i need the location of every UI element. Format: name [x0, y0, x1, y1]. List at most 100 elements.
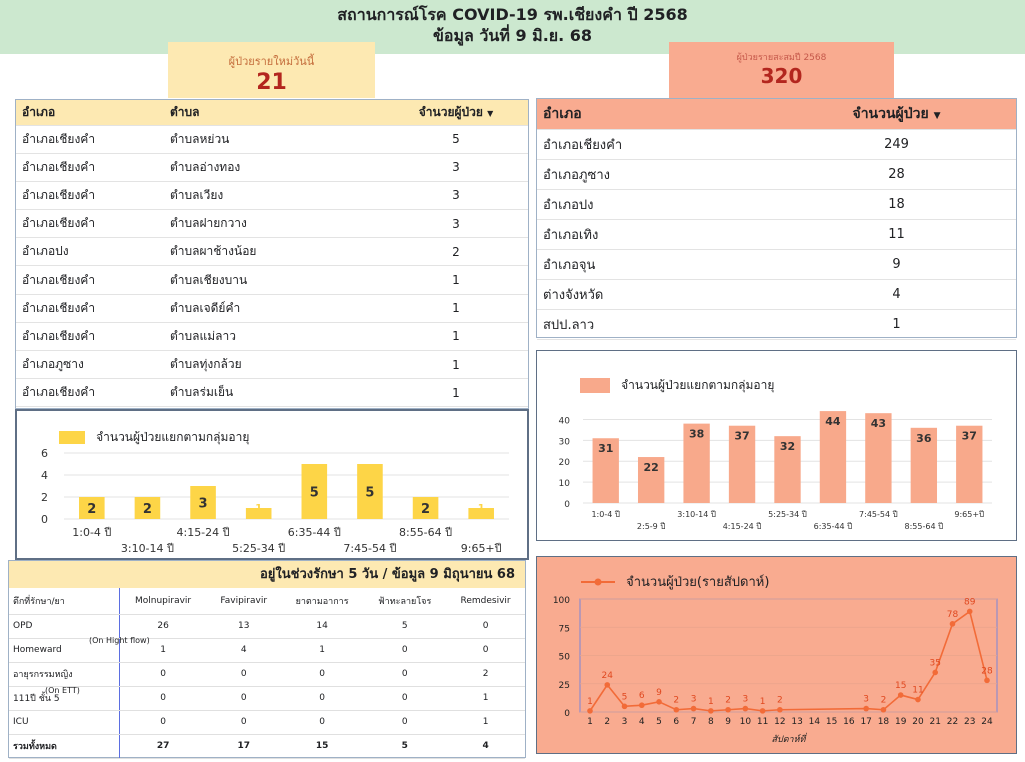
drug-col-header[interactable]: Remdesivir	[446, 588, 525, 615]
cell-ward: 111ปี ชั้น 5	[9, 686, 120, 711]
point-data-label: 24	[602, 671, 614, 681]
sort-desc-icon[interactable]: ▼	[933, 110, 941, 121]
col-subdistrict[interactable]: ตำบล	[164, 100, 384, 126]
data-point	[742, 705, 749, 712]
cell-count: 28	[777, 159, 1016, 190]
col-district-name[interactable]: อำเภอ	[537, 99, 777, 130]
cell-total-count: 27	[119, 734, 207, 759]
drug-table-title: อยู่ในช่วงรักษา 5 วัน / ข้อมูล 9 มิถุนาย…	[9, 561, 525, 588]
cell-count: 0	[280, 662, 364, 687]
drug-col-header[interactable]: ตึกที่รักษา/ยา	[9, 588, 120, 615]
cell-count: 1	[384, 350, 528, 380]
cell-count: 1	[119, 638, 207, 663]
point-data-label: 78	[947, 610, 959, 620]
table-row: อายุรกรรมหญิง 0 0 0 0 2	[9, 662, 525, 687]
bar	[774, 436, 801, 503]
x-tick-label: 5:25-34 ปี	[768, 510, 807, 519]
data-point	[638, 702, 645, 709]
y-tick-label: 75	[559, 624, 570, 634]
weekly-line-legend: จำนวนผู้ป่วย(รายสัปดาห์)	[581, 571, 769, 592]
subdistrict-table: อำเภอ ตำบล จำนวยผู้ป่วย ▼ อำเภอเชียงคำ ตำ…	[16, 100, 528, 408]
y-tick-label: 4	[41, 469, 48, 482]
cell-count: 3	[384, 181, 528, 211]
bar-data-label: 5	[310, 486, 319, 501]
x-tick-label: 23	[964, 717, 975, 727]
weekly-line-chart-panel: จำนวนผู้ป่วย(รายสัปดาห์) 0 25 50 75 100 1 2 3 4 5…	[536, 556, 1017, 754]
cell-count: 1	[280, 638, 364, 663]
drug-col-header[interactable]: ยาตามอาการ	[280, 588, 364, 615]
drug-col-header[interactable]: ฟ้าทะลายโจร	[363, 588, 447, 615]
bar	[190, 486, 216, 519]
x-tick-label: 1:0-4 ปี	[72, 526, 111, 539]
x-tick-label: 22	[947, 717, 958, 727]
sort-desc-icon[interactable]: ▼	[487, 108, 494, 118]
bar	[412, 497, 439, 519]
table-row: อำเภอปง ตำบลผาช้างน้อย 2	[16, 237, 528, 267]
table-row: อำเภอเชียงคำ 249	[537, 129, 1016, 160]
legend-swatch	[59, 431, 85, 444]
cell-count: 5	[384, 125, 528, 154]
x-tick-label: 24	[981, 717, 993, 727]
subdistrict-table-panel: อำเภอ ตำบล จำนวยผู้ป่วย ▼ อำเภอเชียงคำ ตำ…	[15, 99, 529, 409]
x-tick-label: 3:10-14 ปี	[121, 542, 174, 555]
bar	[357, 464, 383, 519]
bar	[728, 425, 756, 503]
x-tick-label: 7:45-54 ปี	[343, 542, 396, 555]
cell-district: อำเภอเชียงคำ	[16, 378, 164, 408]
y-tick-label: 100	[553, 596, 570, 606]
cell-count: 3	[384, 209, 528, 239]
cell-count: 11	[777, 219, 1016, 250]
x-tick-label: 13	[791, 717, 802, 727]
y-tick-label: 0	[564, 709, 570, 719]
table-row: อำเภอเชียงคำ ตำบลเชียงบาน 1	[16, 265, 528, 295]
x-tick-label: 6	[673, 717, 679, 727]
table-row: อำเภอเทิง 11	[537, 219, 1016, 250]
cell-count: 0	[119, 662, 207, 687]
y-tick-label: 20	[559, 458, 571, 468]
bar	[865, 413, 892, 503]
data-point	[656, 699, 662, 705]
cell-count: 0	[363, 686, 447, 711]
bar-data-label: 2	[143, 502, 152, 517]
x-tick-label: 9	[725, 717, 731, 727]
table-row: อำเภอเชียงคำ ตำบลฝายกวาง 3	[16, 209, 528, 239]
bar	[592, 438, 619, 503]
cell-district: อำเภอปง	[537, 189, 777, 220]
cell-count: 0	[446, 614, 525, 639]
cell-count: 5	[363, 614, 447, 639]
drug-col-header[interactable]: Favipiravir	[206, 588, 281, 615]
cell-count: 249	[777, 129, 1016, 160]
point-data-label: 2	[725, 696, 731, 706]
point-data-label: 1	[760, 697, 766, 707]
kpi-new-value: 21	[256, 70, 287, 95]
col-district-count[interactable]: จำนวนผู้ป่วย ▼	[777, 99, 1016, 130]
cell-count: 1	[384, 294, 528, 323]
x-tick-label: 18	[878, 717, 890, 727]
cell-district: อำเภอเชียงคำ	[16, 209, 164, 239]
bar-data-label: 5	[365, 486, 374, 501]
x-tick-label: 1:0-4 ปี	[591, 510, 619, 519]
cell-district: อำเภอเชียงคำ	[537, 129, 777, 160]
cell-total-count: 15	[280, 734, 364, 759]
cell-count: 0	[119, 686, 207, 711]
total-row: รวมทั้งหมด 27 17 15 5 4	[9, 734, 525, 759]
point-data-label: 3	[742, 695, 748, 705]
kpi-total-cases: ผู้ป่วยรายสะสมปี 2568 320	[669, 42, 894, 98]
y-tick-label: 6	[41, 447, 48, 460]
table-row: ต่างจังหวัด 4	[537, 279, 1016, 310]
col-patient-count[interactable]: จำนวยผู้ป่วย ▼	[384, 100, 528, 126]
x-tick-label: 8:55-64 ปี	[905, 522, 944, 531]
cell-ward: Homeward	[9, 638, 120, 663]
point-data-label: 2	[673, 696, 679, 706]
bar	[468, 508, 494, 519]
cell-district: อำเภอปง	[16, 237, 164, 267]
cell-district: อำเภอเชียงคำ	[16, 153, 164, 182]
drug-col-header[interactable]: Molnupiravir	[119, 588, 207, 615]
x-tick-label: 4	[639, 717, 645, 727]
legend-label: จำนวนผู้ป่วยแยกตามกลุ่มอายุ	[96, 430, 250, 444]
cell-subdistrict: ตำบลทุ่งกล้วย	[164, 350, 384, 380]
col-district[interactable]: อำเภอ	[16, 100, 164, 126]
cell-count: 0	[280, 710, 364, 735]
y-tick-label: 2	[41, 491, 48, 504]
cell-count: 1	[384, 265, 528, 295]
